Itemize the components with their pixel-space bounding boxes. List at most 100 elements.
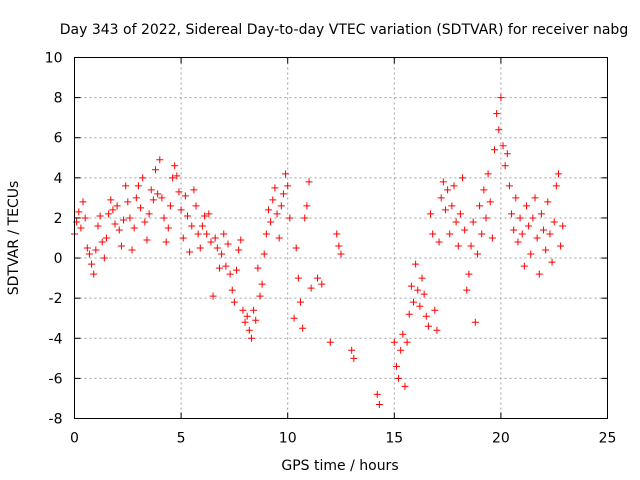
- data-point: [535, 270, 543, 278]
- x-tick-label: 10: [279, 431, 297, 447]
- data-point: [230, 298, 238, 306]
- data-point: [326, 338, 334, 346]
- data-point: [548, 258, 556, 266]
- data-point: [407, 282, 415, 290]
- y-tick-label: 6: [54, 131, 63, 147]
- y-tick-label: -4: [49, 331, 63, 347]
- data-point: [516, 214, 524, 222]
- data-point: [491, 146, 499, 154]
- data-point: [160, 214, 168, 222]
- data-point: [546, 230, 554, 238]
- data-point: [226, 270, 234, 278]
- data-point: [201, 212, 209, 220]
- data-point: [348, 346, 356, 354]
- grid-layer: [74, 57, 608, 419]
- x-tick-label: 20: [492, 431, 510, 447]
- data-point: [211, 234, 219, 242]
- data-point: [409, 298, 417, 306]
- data-point: [243, 312, 251, 320]
- data-point: [527, 250, 535, 258]
- data-point: [279, 190, 287, 198]
- data-point: [473, 250, 481, 258]
- data-point: [143, 236, 151, 244]
- data-point: [222, 262, 230, 270]
- y-tick-label: 0: [54, 251, 63, 267]
- y-axis-label: SDTVAR / TECUs: [6, 181, 22, 296]
- data-point: [405, 310, 413, 318]
- data-point: [497, 94, 505, 102]
- plot-frame: [74, 57, 608, 419]
- data-point: [557, 242, 565, 250]
- data-point: [488, 234, 496, 242]
- data-point: [525, 222, 533, 230]
- data-points: [71, 94, 567, 408]
- data-point: [429, 230, 437, 238]
- data-point: [414, 286, 422, 294]
- data-point: [486, 198, 494, 206]
- data-point: [337, 250, 345, 258]
- data-point: [508, 210, 516, 218]
- data-point: [444, 186, 452, 194]
- data-point: [452, 218, 460, 226]
- data-point: [111, 220, 119, 228]
- data-point: [292, 244, 300, 252]
- data-point: [269, 196, 277, 204]
- data-point: [117, 242, 125, 250]
- data-point: [559, 222, 567, 230]
- y-tick-label: 10: [45, 51, 63, 67]
- data-point: [503, 150, 511, 158]
- data-point: [81, 214, 89, 222]
- data-point: [294, 274, 302, 282]
- data-point: [96, 212, 104, 220]
- data-point: [256, 292, 264, 300]
- ticks: [74, 57, 608, 419]
- x-tick-labels: 0 5 10 15 20 25: [70, 431, 616, 447]
- data-point: [395, 374, 403, 382]
- data-point: [128, 246, 136, 254]
- data-point: [237, 236, 245, 244]
- data-point: [375, 400, 383, 408]
- data-point: [467, 242, 475, 250]
- data-point: [85, 250, 93, 258]
- data-point: [218, 250, 226, 258]
- data-point: [175, 188, 183, 196]
- data-point: [392, 362, 400, 370]
- data-point: [277, 202, 285, 210]
- data-point: [437, 194, 445, 202]
- data-point: [152, 166, 160, 174]
- data-point: [158, 194, 166, 202]
- data-point: [403, 338, 411, 346]
- data-point: [544, 198, 552, 206]
- data-point: [427, 210, 435, 218]
- data-point: [350, 354, 358, 362]
- data-point: [100, 254, 108, 262]
- data-point: [471, 318, 479, 326]
- data-point: [235, 246, 243, 254]
- data-point: [412, 260, 420, 268]
- y-tick-label: -8: [49, 412, 63, 428]
- data-point: [512, 194, 520, 202]
- chart-title: Day 343 of 2022, Sidereal Day-to-day VTE…: [60, 22, 628, 38]
- data-point: [220, 230, 228, 238]
- data-point: [105, 210, 113, 218]
- data-point: [433, 326, 441, 334]
- data-point: [194, 230, 202, 238]
- data-point: [463, 286, 471, 294]
- data-point: [77, 224, 85, 232]
- data-point: [299, 324, 307, 332]
- data-point: [109, 206, 117, 214]
- data-point: [550, 218, 558, 226]
- data-point: [480, 186, 488, 194]
- data-point: [533, 234, 541, 242]
- data-point: [250, 306, 258, 314]
- data-point: [307, 284, 315, 292]
- data-point: [373, 390, 381, 398]
- data-point: [461, 226, 469, 234]
- data-point: [205, 210, 213, 218]
- data-point: [130, 224, 138, 232]
- data-point: [181, 192, 189, 200]
- data-point: [454, 242, 462, 250]
- data-point: [179, 234, 187, 242]
- data-point: [247, 334, 255, 342]
- data-point: [137, 204, 145, 212]
